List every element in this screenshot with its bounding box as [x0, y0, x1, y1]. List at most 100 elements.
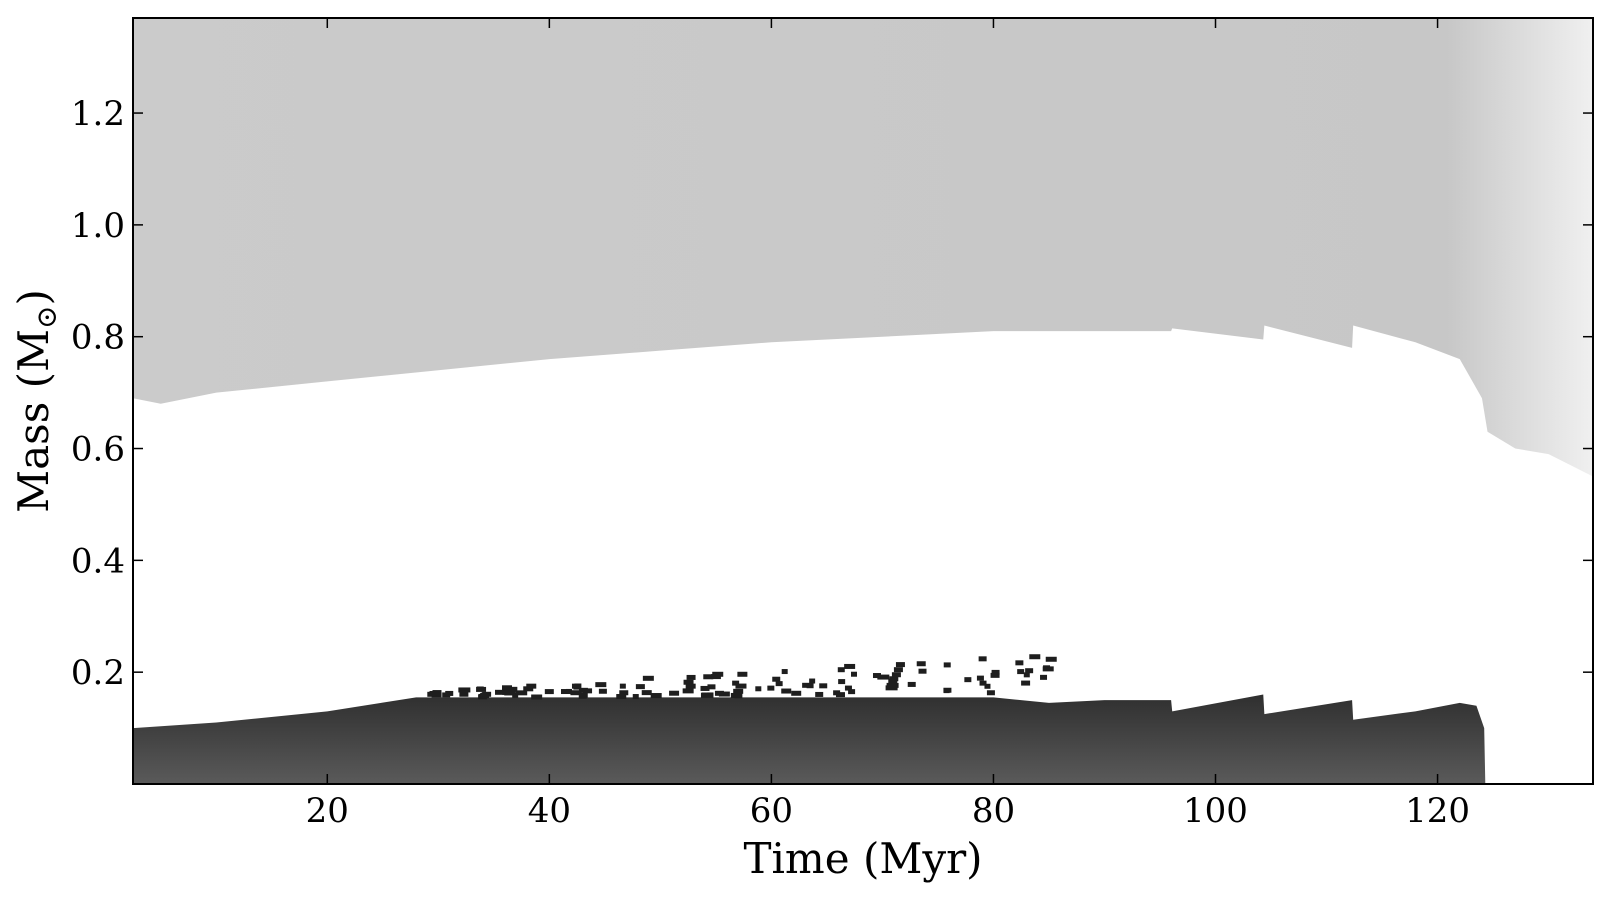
- x-tick-label: 120: [1405, 791, 1470, 831]
- core-speckle: [732, 680, 740, 686]
- core-speckle: [683, 679, 694, 685]
- core-speckle: [445, 690, 454, 696]
- core-speckle: [1015, 660, 1024, 666]
- plot-frame: [132, 17, 1594, 785]
- core-speckle: [895, 662, 905, 668]
- core-speckle: [1045, 656, 1057, 662]
- x-tick-label: 20: [306, 791, 349, 831]
- core-speckle: [523, 686, 534, 692]
- core-speckle: [703, 674, 714, 680]
- core-speckle: [570, 690, 582, 696]
- core-speckle: [1017, 669, 1025, 675]
- core-speckle: [835, 692, 845, 698]
- core-speckle: [685, 683, 696, 689]
- core-speckle: [712, 671, 724, 677]
- core-speckle: [872, 673, 881, 679]
- core-speckle: [1040, 674, 1048, 680]
- core-speckle: [635, 684, 645, 690]
- core-speckle: [632, 694, 639, 700]
- core-speckle: [718, 691, 730, 697]
- core-speckle: [482, 691, 492, 697]
- core-speckle: [1023, 672, 1030, 678]
- core-speckle: [943, 662, 951, 668]
- core-speckle: [877, 674, 890, 680]
- core-speckle: [544, 689, 554, 695]
- convective-envelope-area: [133, 18, 1593, 477]
- core-speckle: [809, 678, 816, 684]
- core-speckle: [943, 687, 952, 693]
- core-speckle: [459, 691, 469, 697]
- core-speckle: [851, 671, 858, 677]
- core-speckle: [986, 690, 995, 696]
- core-speckle: [504, 690, 516, 696]
- core-speckle: [737, 671, 748, 677]
- core-speckle: [571, 683, 580, 689]
- core-speckle: [976, 675, 984, 681]
- core-speckle: [595, 682, 607, 688]
- x-tick-label: 40: [528, 791, 571, 831]
- core-speckle: [429, 690, 437, 696]
- core-speckle: [506, 686, 518, 692]
- core-speckle: [650, 693, 662, 699]
- core-speckle: [918, 668, 927, 674]
- y-tick-label: 1.2: [71, 94, 125, 134]
- core-speckle: [686, 674, 696, 680]
- core-speckle: [641, 690, 652, 696]
- core-speckle: [707, 684, 716, 690]
- core-speckle: [772, 676, 781, 682]
- y-tick-label: 0.4: [71, 541, 125, 581]
- core-speckle: [669, 690, 680, 696]
- core-speckle: [907, 681, 916, 687]
- core-speckle: [642, 675, 654, 681]
- x-axis-ticks: 20 40 60 80 100 120: [306, 18, 1470, 831]
- core-speckle: [458, 687, 471, 693]
- core-speckle: [579, 692, 588, 698]
- core-speckle: [979, 680, 987, 686]
- core-speckle: [791, 690, 802, 696]
- core-speckle: [984, 683, 991, 689]
- core-speckle: [515, 690, 528, 696]
- core-speckle: [819, 683, 828, 689]
- core-speckle: [733, 688, 744, 694]
- core-speckle: [781, 688, 792, 694]
- core-speckle: [775, 681, 783, 687]
- core-speckle: [598, 688, 607, 694]
- x-axis-label: Time (Myr): [743, 834, 982, 883]
- y-tick-label: 0.2: [71, 653, 125, 693]
- core-speckle: [495, 689, 504, 695]
- core-speckle: [978, 656, 987, 662]
- y-tick-label: 0.6: [71, 430, 125, 470]
- core-speckle: [844, 663, 856, 669]
- y-axis-label-close: ): [9, 289, 58, 305]
- core-speckle: [700, 685, 710, 691]
- y-axis-ticks: 0.2 0.4 0.6 0.8 1.0 1.2: [71, 94, 1593, 693]
- core-speckle: [837, 667, 845, 673]
- core-speckle: [1043, 665, 1051, 671]
- core-speckle: [767, 685, 775, 691]
- core-speckle: [844, 685, 852, 691]
- core-speckle: [893, 667, 903, 673]
- x-tick-label: 80: [972, 791, 1015, 831]
- y-tick-label: 0.8: [71, 318, 125, 358]
- y-axis-label-sun-symbol: ⊙: [30, 306, 63, 329]
- core-speckle: [755, 686, 762, 692]
- core-speckle: [619, 690, 629, 696]
- core-speckle: [432, 690, 442, 696]
- y-axis-label: Mass (M⊙): [9, 289, 63, 513]
- core-speckle: [560, 689, 571, 695]
- core-speckle: [531, 694, 543, 700]
- y-axis-label-main: Mass (M: [9, 329, 58, 513]
- core-speckle: [889, 676, 899, 682]
- core-speckle: [838, 679, 846, 685]
- core-speckle: [476, 686, 484, 692]
- core-speckle: [730, 692, 739, 698]
- core-speckle: [815, 691, 824, 697]
- core-speckle: [700, 692, 713, 698]
- core-speckle: [1021, 680, 1031, 686]
- core-speckle: [566, 688, 573, 694]
- core-speckle: [964, 677, 972, 683]
- x-tick-label: 100: [1183, 791, 1248, 831]
- y-tick-label: 1.0: [71, 206, 125, 246]
- core-speckle: [886, 682, 899, 688]
